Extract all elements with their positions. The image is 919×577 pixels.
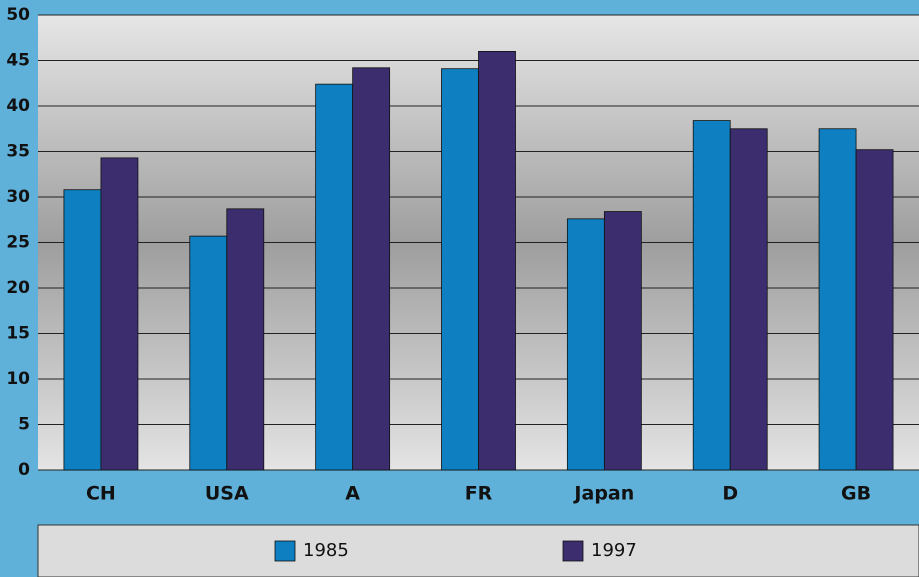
bar [603,211,642,471]
bar [478,51,516,471]
y-tick-label: 40 [6,96,30,116]
bar [855,149,894,471]
bar [441,68,479,471]
y-tick-label: 30 [6,187,30,207]
bar [352,67,391,471]
y-tick-label: 45 [6,51,30,71]
y-tick-label: 15 [6,324,30,344]
x-tick-label: GB [841,483,871,505]
bar [566,218,605,471]
y-tick-label: 50 [6,5,30,25]
legend-label: 1997 [591,540,637,561]
y-tick-label: 20 [6,278,30,298]
bar [63,189,102,471]
x-tick-label: FR [465,483,493,505]
bar [315,83,354,471]
legend-swatch [562,540,584,562]
y-tick-label: 10 [6,369,30,389]
x-tick-label: D [722,483,738,505]
y-tick-label: 5 [18,415,30,435]
x-tick-label: USA [205,483,249,505]
bar [226,208,265,471]
x-tick-label: Japan [572,483,634,505]
bar [100,157,139,471]
y-tick-label: 0 [18,460,30,480]
y-tick-label: 25 [6,233,30,253]
bar [729,128,768,471]
y-tick-label: 35 [6,142,30,162]
bar [818,128,857,471]
legend-label: 1985 [303,540,349,561]
bar [692,120,731,471]
legend-box [37,524,919,577]
x-tick-label: A [345,483,360,505]
legend-swatch [274,540,296,562]
x-tick-label: CH [86,483,116,505]
bar [189,235,228,471]
